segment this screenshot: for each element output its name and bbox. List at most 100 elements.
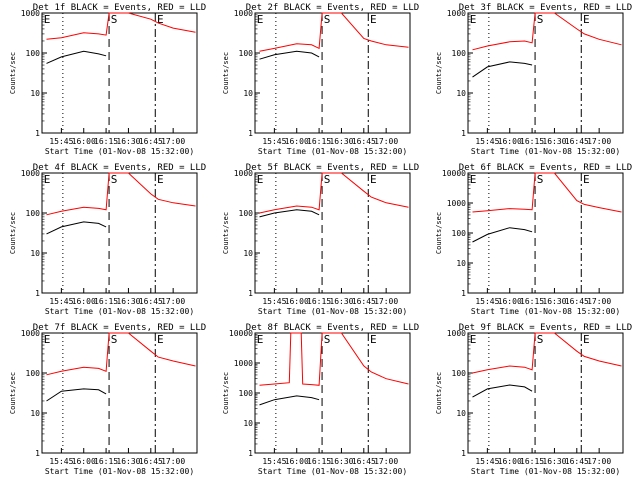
plot-frame <box>254 172 411 294</box>
series-line <box>46 332 196 376</box>
y-tick-label: 10 <box>243 419 253 428</box>
x-tick-label: 16:15 <box>94 297 118 306</box>
y-tick-label: 10 <box>456 409 466 418</box>
marker-letter: E <box>44 333 51 346</box>
marker-letter: E <box>370 333 377 346</box>
marker-letter: E <box>44 13 51 26</box>
y-tick-label: 100 <box>452 369 467 378</box>
panel-title: Det 7f BLACK = Events, RED = LLD <box>33 323 206 333</box>
marker-letter: S <box>537 13 544 26</box>
detector-panel: Det 2f BLACK = Events, RED = LLD 1 10 100 10… <box>222 3 419 156</box>
y-tick-label: 100 <box>26 209 41 218</box>
y-tick-label: 100 <box>26 49 41 58</box>
y-tick-label: 10 <box>456 259 466 268</box>
x-tick-label: 16:00 <box>285 457 309 466</box>
x-tick-label: 16:00 <box>72 457 96 466</box>
marker-letter: E <box>157 13 164 26</box>
plot-frame <box>467 332 624 454</box>
x-tick-label: 17:00 <box>161 297 185 306</box>
y-tick-label: 1 <box>461 449 466 458</box>
x-tick-label: 16:30 <box>329 137 353 146</box>
plot-frame <box>41 332 198 454</box>
x-tick-label: 15:45 <box>475 457 499 466</box>
x-tick-label: 17:00 <box>587 137 611 146</box>
plot-frame <box>254 12 411 134</box>
x-tick-label: 17:00 <box>374 137 398 146</box>
detector-panel: Det 7f BLACK = Events, RED = LLD 1 10 100 10… <box>9 323 206 476</box>
detector-panel: Det 1f BLACK = Events, RED = LLD 1 10 100 10… <box>9 3 206 156</box>
x-tick-label: 16:00 <box>72 137 96 146</box>
series-line <box>472 12 622 51</box>
series-line <box>259 395 320 406</box>
x-axis-label: Start Time (01-Nov-08 15:32:00) <box>45 147 194 156</box>
y-tick-label: 10 <box>30 89 40 98</box>
y-tick-label: 1000 <box>234 359 253 368</box>
x-tick-label: 16:15 <box>94 457 118 466</box>
x-tick-label: 15:45 <box>262 137 286 146</box>
marker-letter: S <box>111 333 118 346</box>
series-line <box>472 61 533 78</box>
x-tick-label: 15:45 <box>262 457 286 466</box>
marker-letter: S <box>537 173 544 186</box>
y-tick-label: 1 <box>461 129 466 138</box>
panel-title: Det 9f BLACK = Events, RED = LLD <box>459 323 632 333</box>
y-axis-label: Counts/sec <box>222 52 230 94</box>
series-line <box>46 221 107 235</box>
x-axis-label: Start Time (01-Nov-08 15:32:00) <box>471 147 620 156</box>
x-tick-label: 16:15 <box>94 137 118 146</box>
x-tick-label: 17:00 <box>161 137 185 146</box>
y-tick-label: 10000 <box>229 329 253 338</box>
x-tick-label: 16:15 <box>307 457 331 466</box>
marker-letter: E <box>583 13 590 26</box>
y-tick-label: 1 <box>461 289 466 298</box>
y-tick-label: 100 <box>452 229 467 238</box>
marker-letter: E <box>583 333 590 346</box>
marker-letter: E <box>157 173 164 186</box>
x-tick-label: 15:45 <box>49 137 73 146</box>
x-tick-label: 16:30 <box>116 457 140 466</box>
x-axis-label: Start Time (01-Nov-08 15:32:00) <box>45 467 194 476</box>
x-tick-label: 16:45 <box>565 137 589 146</box>
detector-panel: Det 3f BLACK = Events, RED = LLD 1 10 100 10… <box>435 3 632 156</box>
x-tick-label: 16:30 <box>329 297 353 306</box>
marker-letter: E <box>470 13 477 26</box>
x-tick-label: 17:00 <box>374 457 398 466</box>
x-tick-label: 16:00 <box>498 297 522 306</box>
y-axis-label: Counts/sec <box>222 212 230 254</box>
marker-letter: S <box>111 13 118 26</box>
x-tick-label: 16:45 <box>139 297 163 306</box>
series-line <box>259 172 409 214</box>
x-tick-label: 16:00 <box>498 457 522 466</box>
y-tick-label: 1000 <box>234 9 253 18</box>
panel-title: Det 6f BLACK = Events, RED = LLD <box>459 163 632 173</box>
x-tick-label: 16:15 <box>520 137 544 146</box>
plot-frame <box>254 332 411 454</box>
marker-letter: E <box>370 173 377 186</box>
x-tick-label: 16:15 <box>520 297 544 306</box>
y-tick-label: 100 <box>452 49 467 58</box>
detector-panel: Det 4f BLACK = Events, RED = LLD 1 10 100 10… <box>9 163 206 316</box>
series-line <box>472 172 622 213</box>
y-tick-label: 100 <box>239 209 254 218</box>
series-line <box>46 50 107 64</box>
x-tick-label: 15:45 <box>49 297 73 306</box>
detector-panel: Det 9f BLACK = Events, RED = LLD 1 10 100 10… <box>435 323 632 476</box>
x-tick-label: 16:30 <box>116 297 140 306</box>
x-tick-label: 16:15 <box>307 137 331 146</box>
marker-letter: S <box>324 333 331 346</box>
y-axis-label: Counts/sec <box>435 372 443 414</box>
marker-letter: E <box>257 173 264 186</box>
x-tick-label: 16:15 <box>307 297 331 306</box>
y-tick-label: 1 <box>35 289 40 298</box>
x-tick-label: 17:00 <box>161 457 185 466</box>
x-tick-label: 15:45 <box>262 297 286 306</box>
x-axis-label: Start Time (01-Nov-08 15:32:00) <box>258 147 407 156</box>
x-tick-label: 16:00 <box>285 137 309 146</box>
panel-title: Det 5f BLACK = Events, RED = LLD <box>246 163 419 173</box>
marker-letter: E <box>157 333 164 346</box>
marker-letter: E <box>470 333 477 346</box>
marker-letter: S <box>537 333 544 346</box>
x-tick-label: 16:45 <box>565 457 589 466</box>
